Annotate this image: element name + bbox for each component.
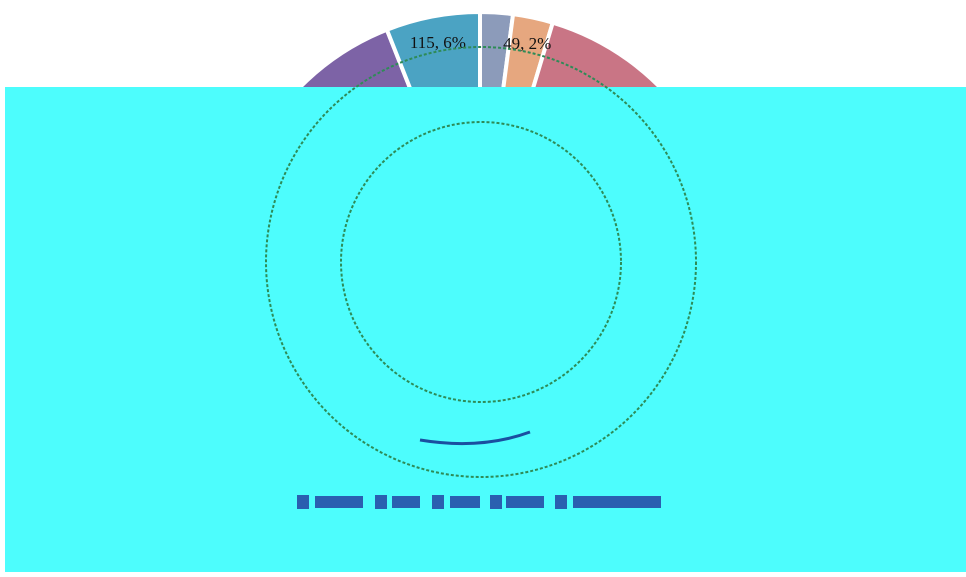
slice-label: 49, 2%: [503, 34, 551, 53]
ghost-inner-ring: [340, 121, 622, 403]
ghost-outer-ring: [265, 46, 697, 478]
slice-label: 115, 6%: [410, 33, 466, 52]
labels: 49, 2% 115, 6%: [410, 33, 551, 53]
ghost-legend: [297, 495, 661, 509]
overlay: [5, 87, 966, 572]
ghost-arc: [419, 430, 531, 446]
